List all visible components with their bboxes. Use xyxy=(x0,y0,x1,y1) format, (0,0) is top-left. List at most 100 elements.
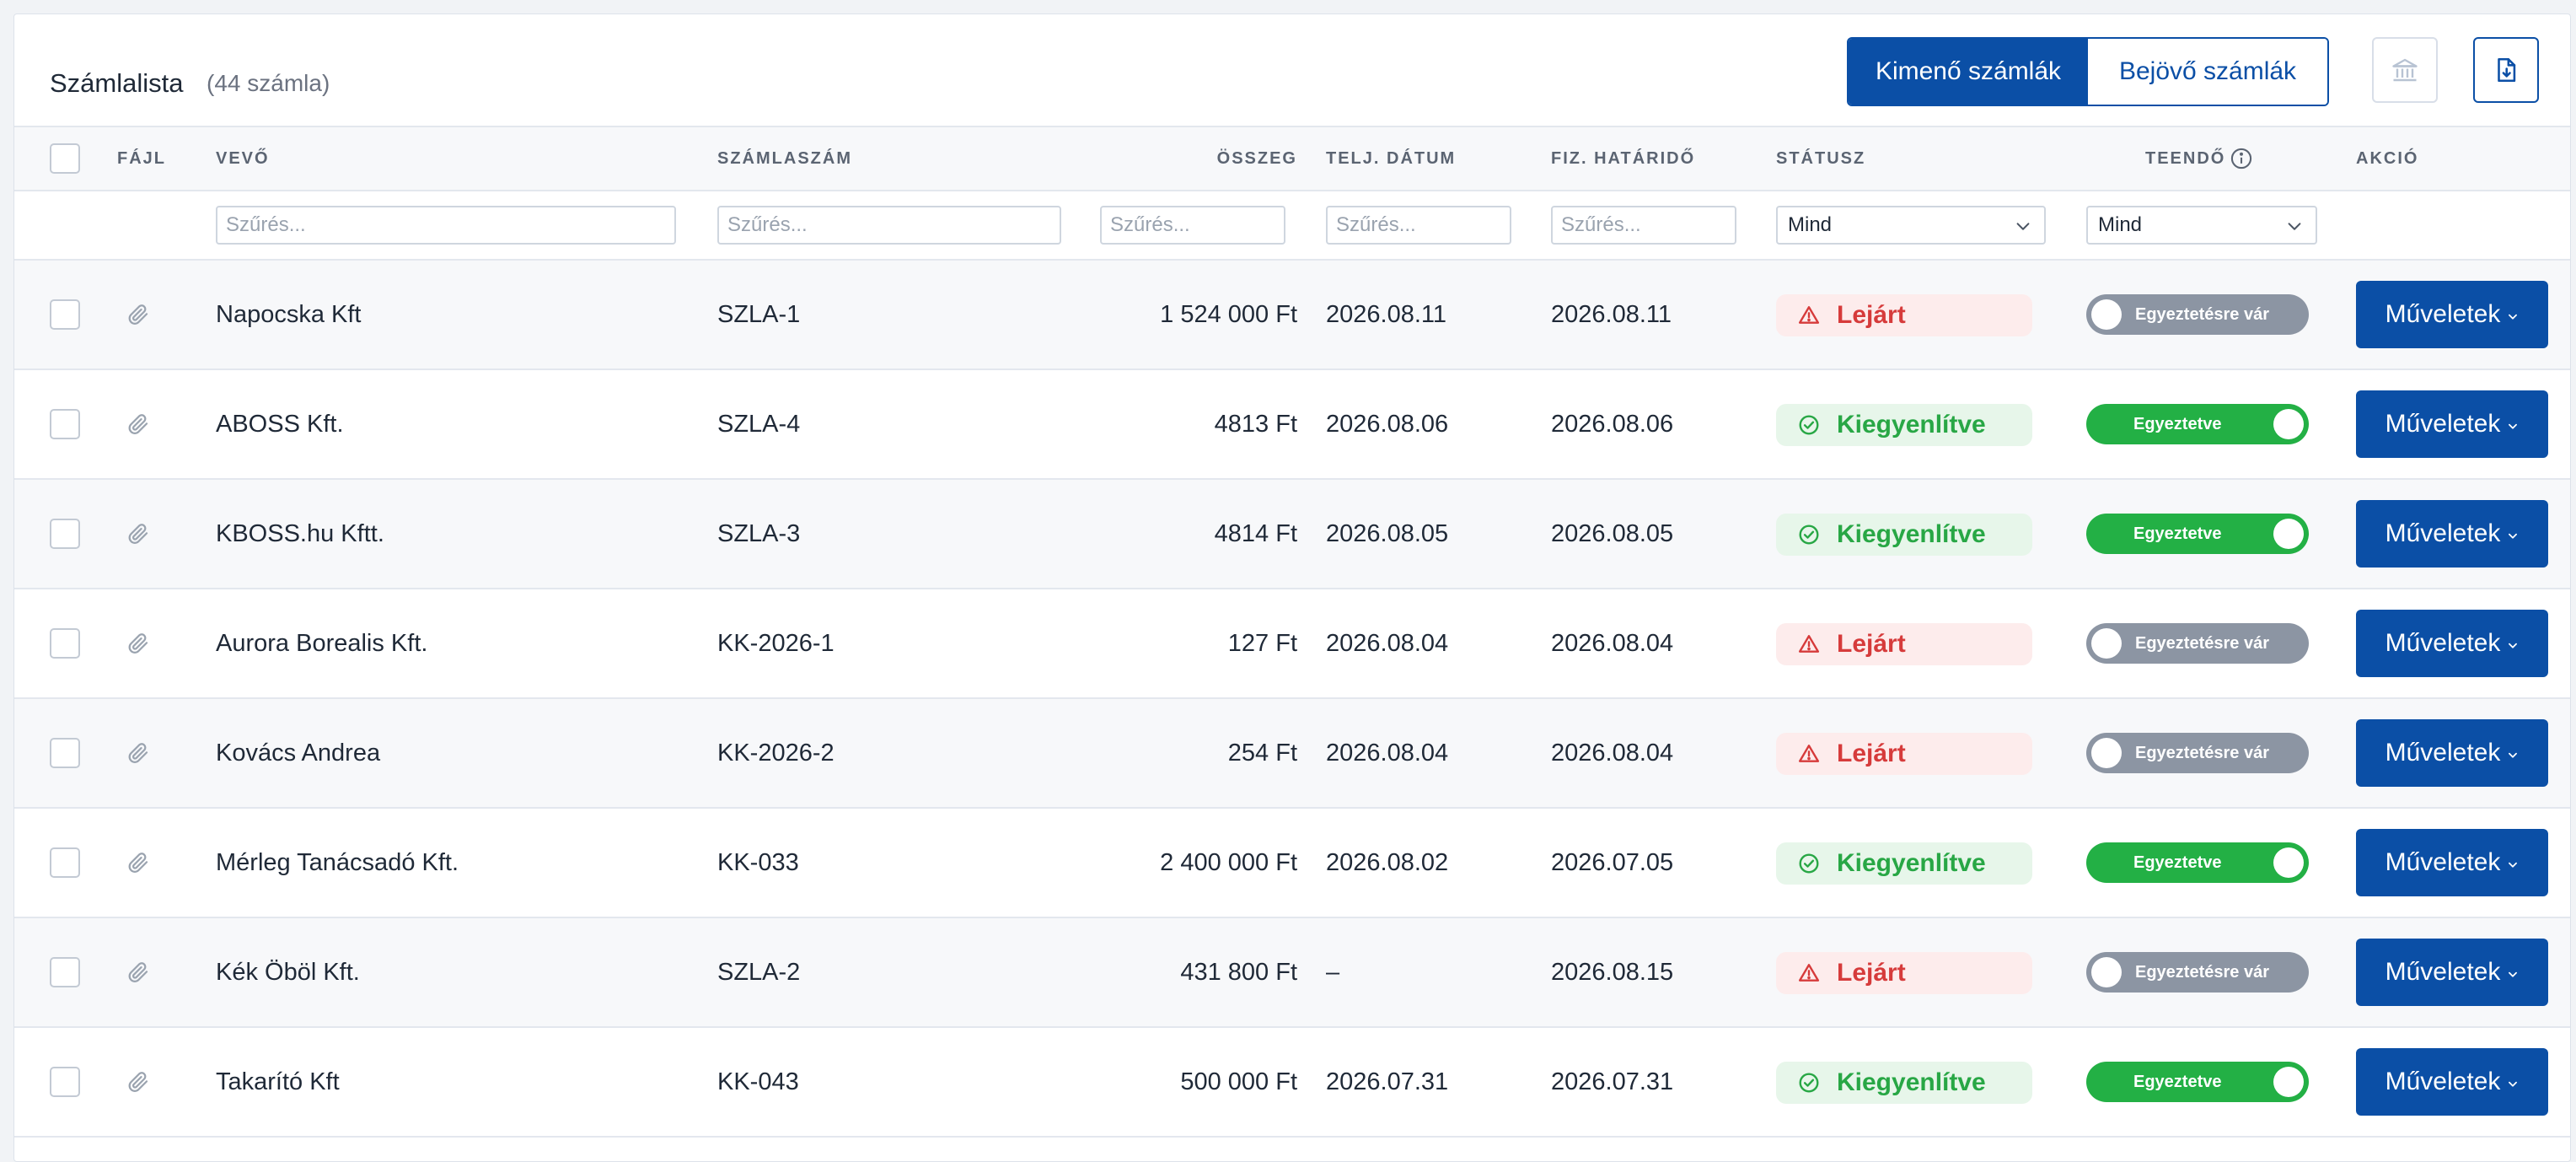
chevron-down-icon xyxy=(2509,533,2518,539)
actions-button[interactable]: Műveletek xyxy=(2356,500,2548,568)
row-checkbox[interactable] xyxy=(50,519,80,549)
due-date-value: 2026.08.05 xyxy=(1551,520,1674,547)
row-checkbox[interactable] xyxy=(50,738,80,768)
paperclip-icon[interactable] xyxy=(126,521,151,553)
invoice-number[interactable]: SZLA-2 xyxy=(717,959,801,986)
paperclip-icon[interactable] xyxy=(126,960,151,992)
invoice-number[interactable]: SZLA-1 xyxy=(717,301,801,328)
select-all-checkbox[interactable] xyxy=(50,143,80,174)
actions-button[interactable]: Műveletek xyxy=(2356,719,2548,787)
actions-button-label: Műveletek xyxy=(2385,1068,2501,1095)
tab-incoming-invoices[interactable]: Bejövő számlák xyxy=(2088,39,2327,105)
column-header-status[interactable]: STÁTUSZ xyxy=(1776,149,1866,168)
bank-button[interactable] xyxy=(2372,37,2438,103)
perf-date-value: 2026.08.06 xyxy=(1326,411,1449,438)
due-date-filter-input[interactable] xyxy=(1551,206,1736,245)
table-header: FÁJL VEVŐ SZÁMLASZÁM ÖSSZEG TELJ. DÁTUM … xyxy=(14,127,2570,191)
check-circle-icon xyxy=(1798,414,1828,436)
actions-button-label: Műveletek xyxy=(2385,519,2501,547)
chevron-down-icon xyxy=(2288,223,2301,230)
status-label: Kiegyenlítve xyxy=(1837,411,1986,438)
actions-button[interactable]: Műveletek xyxy=(2356,1048,2548,1116)
column-header-amount[interactable]: ÖSSZEG xyxy=(1216,149,1297,168)
invoice-number[interactable]: SZLA-4 xyxy=(717,411,801,438)
reconcile-toggle[interactable]: Egyeztetve xyxy=(2086,404,2309,444)
tab-outgoing-invoices[interactable]: Kimenő számlák xyxy=(1849,39,2088,105)
buyer-name: Kovács Andrea xyxy=(216,740,381,767)
paperclip-icon[interactable] xyxy=(126,1069,151,1101)
info-icon[interactable] xyxy=(2230,147,2253,170)
row-checkbox[interactable] xyxy=(50,957,80,987)
toggle-label: Egyeztetésre vár xyxy=(2135,963,2269,982)
invoice-number[interactable]: KK-033 xyxy=(717,849,799,876)
status-badge: Kiegyenlítve xyxy=(1776,1062,2032,1104)
chevron-down-icon xyxy=(2509,1081,2518,1087)
amount-filter-input[interactable] xyxy=(1100,206,1285,245)
status-filter-value: Mind xyxy=(1788,213,1833,236)
row-checkbox[interactable] xyxy=(50,1067,80,1097)
invoice-number[interactable]: KK-2026-2 xyxy=(717,740,835,767)
actions-button[interactable]: Műveletek xyxy=(2356,281,2548,348)
toggle-knob xyxy=(2091,738,2122,768)
actions-button-label: Műveletek xyxy=(2385,958,2501,986)
chevron-down-icon xyxy=(2509,862,2518,868)
amount-value: 4813 Ft xyxy=(1214,411,1297,438)
chevron-down-icon xyxy=(2509,971,2518,977)
chevron-down-icon xyxy=(2509,314,2518,320)
column-header-buyer[interactable]: VEVŐ xyxy=(216,149,270,168)
invoice-number[interactable]: KK-043 xyxy=(717,1068,799,1095)
column-header-perf-date[interactable]: TELJ. DÁTUM xyxy=(1326,149,1457,168)
reconcile-toggle[interactable]: Egyeztetve xyxy=(2086,842,2309,883)
reconcile-toggle[interactable]: Egyeztetve xyxy=(2086,514,2309,554)
paperclip-icon[interactable] xyxy=(126,631,151,663)
due-date-value: 2026.08.06 xyxy=(1551,411,1674,438)
due-date-value: 2026.08.15 xyxy=(1551,959,1674,986)
reconcile-toggle[interactable]: Egyeztetésre vár xyxy=(2086,294,2309,335)
toggle-label: Egyeztetve xyxy=(2133,853,2222,872)
status-label: Kiegyenlítve xyxy=(1837,520,1986,548)
toggle-knob xyxy=(2273,519,2304,549)
perf-date-value: 2026.07.31 xyxy=(1326,1068,1449,1095)
actions-button[interactable]: Műveletek xyxy=(2356,390,2548,458)
amount-value: 431 800 Ft xyxy=(1180,959,1297,986)
buyer-name: Mérleg Tanácsadó Kft. xyxy=(216,849,459,876)
column-header-due-date[interactable]: FIZ. HATÁRIDŐ xyxy=(1551,149,1696,168)
actions-button[interactable]: Műveletek xyxy=(2356,610,2548,677)
due-date-value: 2026.08.04 xyxy=(1551,740,1674,767)
column-header-todo: TEENDŐ xyxy=(2145,149,2226,168)
reconcile-toggle[interactable]: Egyeztetésre vár xyxy=(2086,623,2309,664)
amount-value: 2 400 000 Ft xyxy=(1160,849,1297,876)
todo-filter-value: Mind xyxy=(2098,213,2143,236)
invoice-count: (44 számla) xyxy=(207,70,330,96)
row-checkbox[interactable] xyxy=(50,299,80,330)
invoice-number[interactable]: KK-2026-1 xyxy=(717,630,835,657)
invoice-number[interactable]: SZLA-3 xyxy=(717,520,801,547)
paperclip-icon[interactable] xyxy=(126,412,151,444)
chevron-down-icon xyxy=(2509,643,2518,648)
status-badge: Kiegyenlítve xyxy=(1776,842,2032,885)
export-button[interactable] xyxy=(2473,37,2539,103)
toggle-label: Egyeztetve xyxy=(2133,525,2222,543)
paperclip-icon[interactable] xyxy=(126,302,151,334)
reconcile-toggle[interactable]: Egyeztetésre vár xyxy=(2086,733,2309,773)
todo-filter-select[interactable]: Mind xyxy=(2086,206,2317,245)
warning-icon xyxy=(1798,743,1828,765)
row-checkbox[interactable] xyxy=(50,628,80,659)
toggle-label: Egyeztetve xyxy=(2133,1073,2222,1091)
toggle-knob xyxy=(2091,628,2122,659)
reconcile-toggle[interactable]: Egyeztetésre vár xyxy=(2086,952,2309,993)
reconcile-toggle[interactable]: Egyeztetve xyxy=(2086,1062,2309,1102)
actions-button[interactable]: Műveletek xyxy=(2356,939,2548,1006)
row-checkbox[interactable] xyxy=(50,847,80,878)
toggle-knob xyxy=(2273,847,2304,878)
row-checkbox[interactable] xyxy=(50,409,80,439)
perf-date-filter-input[interactable] xyxy=(1326,206,1511,245)
invoice-no-filter-input[interactable] xyxy=(717,206,1061,245)
column-header-invoice-no[interactable]: SZÁMLASZÁM xyxy=(717,149,852,168)
status-filter-select[interactable]: Mind xyxy=(1776,206,2046,245)
buyer-filter-input[interactable] xyxy=(216,206,676,245)
paperclip-icon[interactable] xyxy=(126,850,151,882)
actions-button[interactable]: Műveletek xyxy=(2356,829,2548,896)
paperclip-icon[interactable] xyxy=(126,740,151,772)
check-circle-icon xyxy=(1798,1072,1828,1094)
